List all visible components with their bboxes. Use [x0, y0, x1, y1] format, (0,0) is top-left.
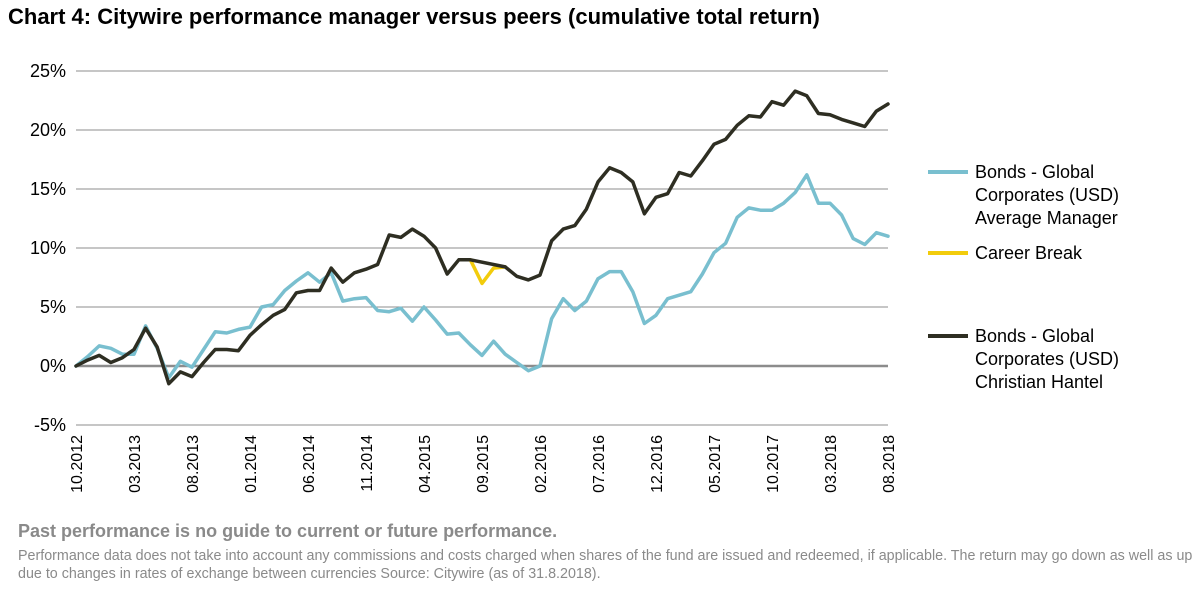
legend-label: Career Break — [975, 243, 1083, 263]
gridlines — [76, 70, 888, 426]
x-tick-label: 07.2016 — [591, 435, 608, 493]
series-line-1 — [74, 173, 890, 380]
x-tick-label: 10.2017 — [765, 435, 782, 493]
x-tick-label: 10.2012 — [69, 435, 86, 493]
x-tick-label: 11.2014 — [359, 435, 376, 492]
line-chart: -5% 0% 5% 10% 15% 20% 25% 10.2012 03.2013 08.201… — [30, 61, 1119, 493]
y-tick-label: 0% — [40, 356, 66, 376]
legend: Bonds - Global Corporates (USD) Average Ma… — [928, 162, 1119, 392]
legend-label: Corporates (USD) — [975, 185, 1119, 205]
y-tick-label: 5% — [40, 297, 66, 317]
y-axis-ticks: -5% 0% 5% 10% 15% 20% 25% — [30, 61, 66, 435]
x-tick-label: 04.2015 — [417, 435, 434, 493]
legend-label: Bonds - Global — [975, 326, 1094, 346]
x-tick-label: 12.2016 — [649, 435, 666, 493]
y-tick-label: -5% — [34, 415, 66, 435]
legend-label: Bonds - Global — [975, 162, 1094, 182]
y-tick-label: 25% — [30, 61, 66, 81]
legend-label: Corporates (USD) — [975, 349, 1119, 369]
y-tick-label: 20% — [30, 120, 66, 140]
source-note: Performance data does not take into acco… — [18, 548, 1193, 582]
x-axis-ticks: 10.2012 03.2013 08.2013 01.2014 06.2014 11.20… — [69, 435, 898, 493]
y-tick-label: 15% — [30, 179, 66, 199]
series-lines — [74, 89, 890, 386]
chart-title: Chart 4: Citywire performance manager ve… — [8, 4, 820, 29]
legend-label: Christian Hantel — [975, 372, 1103, 392]
y-tick-label: 10% — [30, 238, 66, 258]
x-tick-label: 08.2013 — [185, 435, 202, 493]
x-tick-label: 03.2013 — [127, 435, 144, 493]
x-tick-label: 01.2014 — [243, 435, 260, 493]
x-tick-label: 02.2016 — [533, 435, 550, 493]
x-tick-label: 06.2014 — [301, 435, 318, 493]
legend-label: Average Manager — [975, 208, 1118, 228]
x-tick-label: 05.2017 — [707, 435, 724, 493]
x-tick-label: 08.2018 — [881, 435, 898, 493]
x-tick-label: 09.2015 — [475, 435, 492, 493]
x-tick-label: 03.2018 — [823, 435, 840, 493]
series-line-3 — [74, 89, 890, 386]
performance-disclaimer: Past performance is no guide to current … — [18, 521, 558, 541]
